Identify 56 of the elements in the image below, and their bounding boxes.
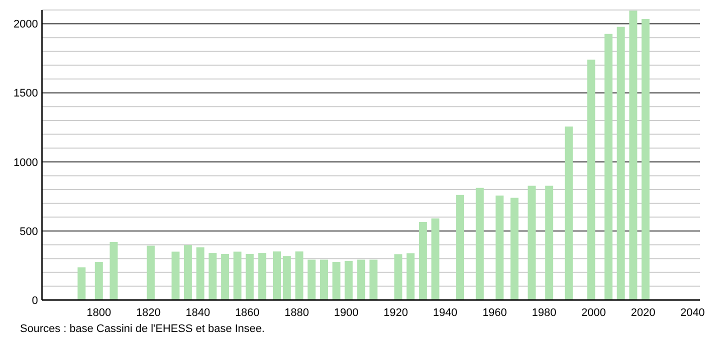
bar — [78, 267, 86, 300]
bar — [528, 186, 536, 300]
x-tick-label: 1940 — [432, 307, 458, 319]
bar — [332, 262, 340, 300]
bar — [282, 256, 291, 300]
x-tick-label: 2020 — [630, 307, 656, 319]
x-tick-label: 1960 — [482, 307, 507, 319]
bar — [456, 194, 464, 300]
y-tick-label: 500 — [20, 226, 38, 238]
bar — [295, 251, 304, 300]
bar — [510, 198, 518, 300]
y-tick-label: 1500 — [14, 88, 38, 100]
bar — [184, 245, 192, 300]
x-tick-label: 1840 — [186, 307, 210, 319]
bar — [604, 34, 612, 300]
bar — [496, 196, 504, 300]
bar — [357, 260, 366, 300]
bar — [642, 18, 650, 300]
bar — [320, 260, 328, 300]
x-tick-label: 1900 — [334, 307, 359, 319]
bar — [146, 246, 155, 300]
bar — [94, 262, 103, 300]
bar — [369, 260, 378, 300]
bar — [564, 126, 573, 300]
x-tick-label: 1920 — [383, 307, 408, 319]
bar — [418, 222, 427, 300]
bar — [258, 253, 266, 300]
bar — [406, 253, 415, 300]
bar — [246, 254, 254, 300]
bar — [221, 254, 230, 300]
y-tick-label: 2000 — [14, 18, 38, 31]
x-tick-label: 2040 — [680, 307, 705, 319]
x-tick-label: 1860 — [235, 307, 260, 319]
bar — [629, 10, 638, 300]
bar — [196, 247, 204, 300]
bar — [308, 260, 316, 300]
y-tick-label: 0 — [32, 294, 38, 307]
bar — [431, 218, 440, 300]
bar — [208, 253, 217, 300]
x-tick-label: 2000 — [581, 307, 606, 319]
source-note: Sources : base Cassini de l'EHESS et base Insee. — [20, 323, 265, 335]
bar — [172, 252, 180, 300]
bar — [587, 60, 596, 300]
bar — [273, 251, 281, 300]
bar — [233, 252, 242, 300]
bar — [110, 242, 118, 300]
bar — [394, 254, 402, 300]
x-tick-label: 1980 — [532, 307, 556, 319]
bar — [476, 188, 484, 300]
bar — [344, 260, 353, 300]
x-tick-label: 1820 — [136, 307, 161, 319]
bar — [545, 186, 554, 300]
x-tick-label: 1880 — [284, 307, 310, 319]
x-tick-label: 1800 — [86, 307, 112, 319]
y-tick-label: 1000 — [14, 156, 38, 169]
bar — [616, 26, 625, 300]
